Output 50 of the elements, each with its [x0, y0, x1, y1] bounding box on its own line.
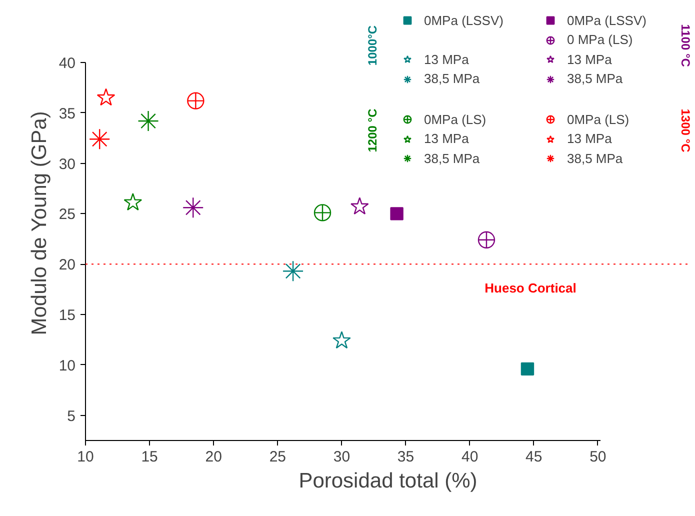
y-tick-label: 40 [58, 55, 76, 72]
x-tick-label: 35 [397, 448, 414, 466]
ref-line-label: Hueso Cortical [484, 280, 576, 296]
legend-label: 13 MPa [424, 50, 469, 68]
x-tick-label: 15 [141, 448, 158, 466]
x-tick-label: 10 [77, 448, 94, 466]
legend-label: 38,5 MPa [424, 70, 480, 88]
x-tick-label: 25 [269, 448, 286, 466]
point [187, 92, 204, 110]
y-tick-label: 35 [58, 105, 76, 122]
point [138, 110, 159, 132]
point [314, 204, 332, 222]
legend-label: 38,5 MPa [567, 150, 623, 167]
x-tick-label: 40 [461, 448, 478, 466]
y-tick-label: 5 [67, 408, 76, 425]
legend-label: 13 MPa [567, 130, 612, 148]
y-axis-title: Modulo de Young (GPa) [28, 111, 51, 336]
x-tick-label: 30 [333, 448, 350, 466]
legend-label: 0 MPa (LS) [567, 31, 633, 48]
legend-label: 38,5 MPa [567, 70, 623, 88]
x-tick-label: 50 [590, 448, 606, 466]
point [88, 128, 110, 150]
y-tick-label: 10 [58, 357, 76, 374]
text: 1300 °C [678, 108, 692, 153]
annotation: 1000°C [366, 25, 380, 66]
legend-label: 0MPa (LSSV) [424, 12, 504, 29]
legend-label: 0MPa (LS) [567, 110, 630, 128]
point [520, 362, 534, 376]
point [96, 88, 116, 106]
point [390, 207, 404, 220]
legend-label: 13 MPa [424, 130, 469, 148]
legend-label: 13 MPa [567, 50, 612, 68]
legend-label: 0MPa (LSSV) [567, 12, 646, 29]
point [478, 231, 496, 249]
point [332, 331, 351, 349]
point [282, 260, 304, 282]
point [182, 197, 204, 218]
y-tick-label: 25 [58, 206, 76, 224]
x-axis-title: Porosidad total (%) [298, 470, 478, 492]
y-tick-label: 30 [58, 156, 76, 173]
legend-label: 0MPa (LS) [424, 110, 486, 128]
x-tick-label: 45 [526, 448, 542, 466]
x-tick-label: 20 [205, 448, 222, 466]
point [350, 197, 369, 215]
text: 1100 °C [678, 24, 692, 68]
annotation: 1200 °C [366, 108, 380, 152]
legend-label: 38,5 MPa [424, 150, 480, 167]
point [124, 193, 142, 210]
y-tick-label: 20 [58, 256, 76, 274]
y-tick-label: 15 [58, 307, 76, 324]
